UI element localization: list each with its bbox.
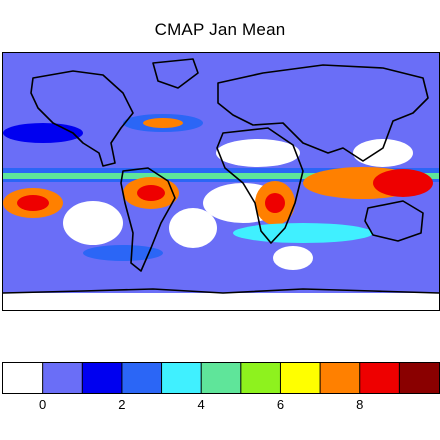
colorbar-segment xyxy=(240,363,281,393)
colorbar-segment xyxy=(201,363,242,393)
coast-north-america xyxy=(30,70,134,167)
colorbar-segment xyxy=(161,363,202,393)
dry-region-east-pacific xyxy=(63,201,123,245)
map-canvas xyxy=(3,53,439,310)
coast-antarctica xyxy=(3,288,439,294)
colorbar xyxy=(2,362,440,394)
colorbar-tick-label: 4 xyxy=(197,397,205,412)
colorbar-segment xyxy=(399,363,439,393)
itcz-band-core xyxy=(3,173,439,179)
precipitation-field xyxy=(3,114,439,310)
map-title: CMAP Jan Mean xyxy=(154,20,286,39)
rain-south-pacific-storm-track xyxy=(83,245,163,261)
colorbar-segment xyxy=(42,363,83,393)
coast-australia xyxy=(364,200,424,242)
coast-greenland xyxy=(152,58,199,89)
dry-region-north-africa xyxy=(216,139,300,167)
colorbar-tick-label: 0 xyxy=(39,397,47,412)
colorbar-segment xyxy=(121,363,163,393)
coast-eurasia xyxy=(217,64,429,162)
precipitation-map xyxy=(2,52,440,311)
storm-track-north-atlantic-core xyxy=(143,118,183,128)
colorbar-segment xyxy=(82,363,123,393)
coastlines xyxy=(3,58,439,294)
rain-southern-africa-core xyxy=(265,193,285,213)
colorbar-segment xyxy=(3,363,44,393)
colorbar-tick-label: 2 xyxy=(118,397,126,412)
colorbar-canvas xyxy=(3,363,439,393)
rain-south-indian-convergence xyxy=(233,223,373,243)
storm-track-north-pacific xyxy=(3,123,83,143)
dry-region-central-asia xyxy=(353,139,413,167)
colorbar-segment xyxy=(320,363,361,393)
colorbar-segment xyxy=(359,363,400,393)
rain-spcz-core xyxy=(17,195,49,211)
coast-africa xyxy=(216,127,304,244)
dry-region-antarctica xyxy=(3,293,439,310)
coast-south-america xyxy=(120,167,176,272)
colorbar-segment xyxy=(280,363,321,393)
dry-region-south-atlantic xyxy=(169,208,217,248)
rain-amazon-core xyxy=(137,185,165,201)
colorbar-tick-label: 8 xyxy=(356,397,364,412)
rain-maritime-continent xyxy=(373,169,433,197)
dry-region-southeast-atlantic xyxy=(273,246,313,270)
colorbar-tick-label: 6 xyxy=(276,397,285,412)
